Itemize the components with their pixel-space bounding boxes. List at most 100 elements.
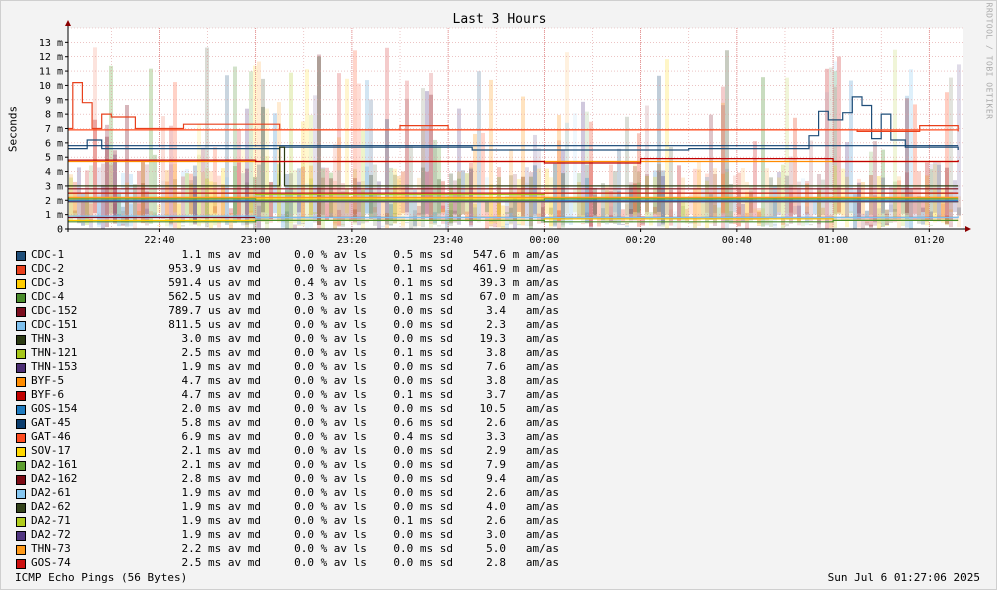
smoke-band [97, 194, 101, 225]
smoke-band [629, 208, 633, 220]
smoke-band [225, 177, 229, 216]
legend-swatch [16, 349, 26, 359]
smoke-band [405, 222, 409, 224]
smoke-band [665, 59, 669, 229]
smoke-band [385, 47, 389, 222]
smoke-band [841, 168, 845, 216]
smoke-band [333, 180, 337, 226]
smoke-band [705, 180, 709, 228]
smoke-band [377, 216, 381, 222]
smoke-band [621, 209, 625, 222]
smoke-band [773, 184, 777, 229]
smoke-band [541, 201, 545, 224]
legend-label: CDC-151 [31, 318, 78, 331]
smoke-band [649, 212, 653, 221]
smoke-band [905, 172, 909, 216]
legend-stats: 789.7 us av md 0.0 % av ls 0.0 ms sd 3.4… [155, 304, 559, 317]
smoke-band [353, 50, 357, 215]
smoke-band [441, 181, 445, 224]
smoke-band [609, 191, 613, 224]
smoke-band [241, 147, 245, 215]
smoke-band [925, 162, 929, 222]
smoke-band [105, 136, 109, 228]
smoke-band [573, 113, 577, 217]
x-tick-label: 00:40 [722, 235, 752, 246]
legend-stats: 6.9 ms av md 0.0 % av ls 0.4 ms sd 3.3 a… [155, 430, 559, 443]
smoke-band [713, 204, 717, 224]
smoke-band [341, 224, 345, 226]
smoke-band [737, 225, 741, 227]
series-line-thn-3 [68, 146, 959, 187]
smoke-band [717, 207, 721, 218]
smoke-band [665, 199, 669, 215]
legend-swatch [16, 405, 26, 415]
smoke-band [257, 164, 261, 220]
smoke-band [157, 225, 161, 227]
smoke-band [777, 177, 781, 213]
smoke-band [689, 222, 693, 224]
smoke-band [945, 92, 949, 218]
smoke-band [581, 101, 585, 216]
smoke-band [725, 196, 729, 221]
smoke-band [801, 221, 805, 227]
legend-swatch [16, 335, 26, 345]
smoke-band [917, 196, 921, 224]
smoke-band [725, 50, 729, 223]
smoke-band [597, 216, 601, 218]
x-tick-label: 01:20 [914, 235, 944, 246]
smoke-band [193, 165, 197, 224]
smoke-band [173, 179, 177, 217]
legend-stats: 2.2 ms av md 0.0 % av ls 0.0 ms sd 5.0 a… [155, 542, 559, 555]
smoke-band [745, 191, 749, 222]
smoke-band [133, 184, 137, 221]
smoke-band [457, 108, 461, 225]
smoke-band [169, 125, 173, 224]
legend-label: THN-73 [31, 542, 71, 555]
y-tick-label: 8 m [45, 110, 63, 121]
smoke-band [345, 191, 349, 220]
smoke-band [701, 189, 705, 217]
legend-label: GOS-154 [31, 402, 78, 415]
smoke-band [397, 176, 401, 216]
smoke-band [257, 61, 261, 217]
smoke-band [321, 177, 325, 215]
smoke-band [837, 199, 841, 214]
smoke-band [469, 168, 473, 223]
smoke-band [453, 210, 457, 215]
legend-stats: 1.9 ms av md 0.0 % av ls 0.1 ms sd 2.6 a… [155, 514, 559, 527]
smoke-band [113, 150, 117, 224]
smoke-band [841, 196, 845, 220]
smoke-band [617, 191, 621, 220]
smoke-band [245, 182, 249, 229]
smoke-band [529, 217, 533, 219]
smoke-band [389, 204, 393, 221]
legend-swatch [16, 489, 26, 499]
smoke-band [289, 72, 293, 229]
legend-stats: 2.0 ms av md 0.0 % av ls 0.0 ms sd 10.5 … [155, 402, 559, 415]
smoke-band [129, 204, 133, 219]
smoke-band [889, 204, 893, 223]
smoke-band [293, 169, 297, 224]
smoke-band [413, 210, 417, 228]
legend-swatch [16, 531, 26, 541]
smoke-band [685, 208, 689, 222]
smoke-band [693, 223, 697, 228]
smoke-band [509, 148, 513, 213]
smoke-band [117, 193, 121, 216]
smoke-band [589, 189, 593, 229]
smoke-band [125, 182, 129, 223]
smoke-band [537, 213, 541, 224]
smoke-band [417, 212, 421, 215]
y-tick-label: 13 m [39, 38, 63, 49]
smoke-band [677, 190, 681, 229]
smoke-band [253, 177, 257, 229]
smoke-band [137, 210, 141, 216]
smoke-band [473, 207, 477, 218]
smoke-band [577, 173, 581, 220]
smoke-band [565, 219, 569, 221]
smoke-band [185, 173, 189, 216]
smoke-band [249, 187, 253, 220]
x-tick-label: 23:00 [241, 235, 271, 246]
smoke-band [825, 68, 829, 229]
legend-swatch [16, 461, 26, 471]
